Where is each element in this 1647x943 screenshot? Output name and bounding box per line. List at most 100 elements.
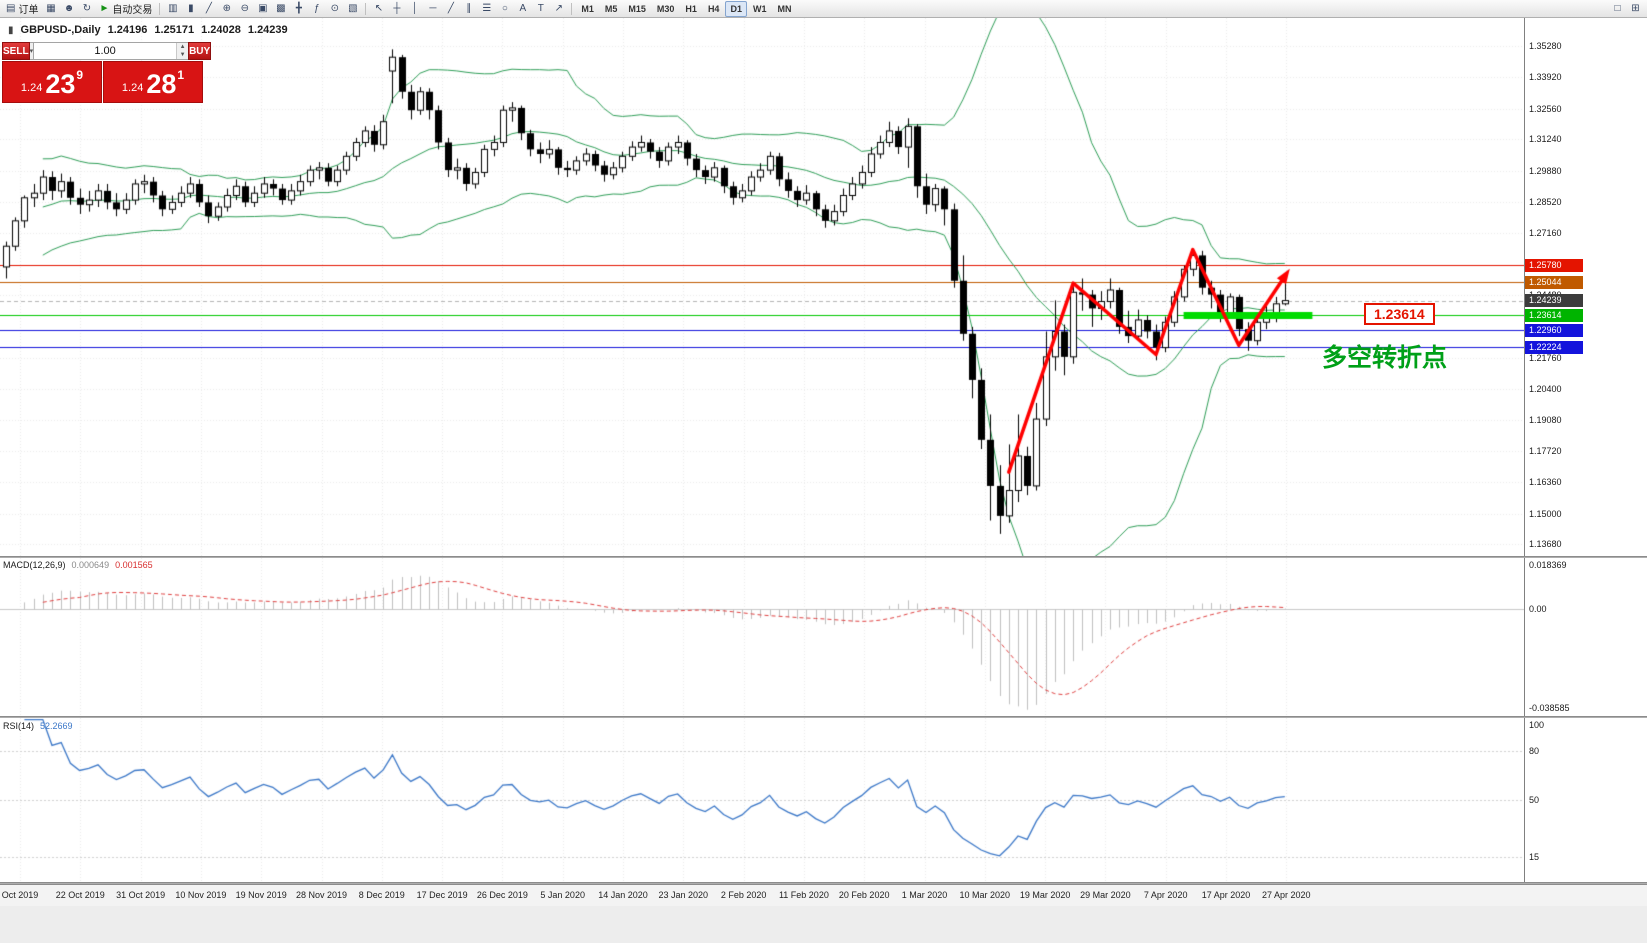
zoom-out-button[interactable]: ⊖ xyxy=(236,1,253,17)
candlestick-button[interactable]: ▮ xyxy=(182,1,199,17)
date-label: 29 Mar 2020 xyxy=(1080,890,1131,900)
chart-window-icon: ▦ xyxy=(46,2,56,14)
vertical-line-icon: │ xyxy=(411,2,418,14)
price-tick-label: 1.17720 xyxy=(1529,445,1562,456)
cursor-button[interactable]: ↖ xyxy=(370,1,387,17)
rsi-panel-canvas[interactable] xyxy=(0,718,1524,882)
vertical-line-button[interactable]: │ xyxy=(406,1,423,17)
text-button[interactable]: A xyxy=(514,1,531,17)
auto-trading-button[interactable]: ► 自动交易 xyxy=(96,1,155,17)
ellipse-button[interactable]: ○ xyxy=(496,1,513,17)
ellipse-icon: ○ xyxy=(501,2,508,14)
refresh-button[interactable]: ↻ xyxy=(78,1,95,17)
date-label: 10 Mar 2020 xyxy=(959,890,1011,900)
panel-separator[interactable] xyxy=(0,556,1647,558)
arrow-button[interactable]: ↗ xyxy=(550,1,567,17)
timeframe-m1[interactable]: M1 xyxy=(581,3,594,14)
buy-price-sup: 1 xyxy=(177,68,185,82)
rsi-value: 52.2669 xyxy=(40,721,73,731)
sell-price-sup: 9 xyxy=(76,68,84,82)
date-label: 17 Dec 2019 xyxy=(416,890,468,900)
macd-main-value: 0.000649 xyxy=(71,560,110,570)
macd-name: MACD(12,26,9) xyxy=(3,560,66,570)
label-button[interactable]: T xyxy=(532,1,549,17)
timeframe-h4[interactable]: H4 xyxy=(707,3,720,14)
price-tag: 1.23614 xyxy=(1525,308,1583,322)
volume-input[interactable] xyxy=(34,43,177,59)
date-label: 7 Apr 2020 xyxy=(1143,890,1188,900)
macd-signal-value: 0.001565 xyxy=(115,560,153,570)
one-click-trading-panel: SELL ▾ ▲ ▼ BUY 1.24 23 9 1.24 28 1 xyxy=(2,42,212,103)
date-label: 28 Nov 2019 xyxy=(295,890,348,900)
panel-separator[interactable] xyxy=(0,882,1647,884)
turning-point-note[interactable]: 多空转折点 xyxy=(1322,344,1448,372)
price-tag: 1.22960 xyxy=(1525,323,1583,337)
text-icon: A xyxy=(519,2,527,14)
volume-dropdown[interactable]: ▾ xyxy=(29,42,35,60)
line-chart-button[interactable]: ╱ xyxy=(200,1,217,17)
grid-button[interactable]: ╋ xyxy=(290,1,307,17)
macd-panel-canvas[interactable] xyxy=(0,558,1524,716)
price-tag: 1.25044 xyxy=(1525,275,1583,289)
timeframe-d1[interactable]: D1 xyxy=(725,0,747,17)
fibonacci-button[interactable]: ☰ xyxy=(478,1,495,17)
sell-button[interactable]: SELL xyxy=(2,42,30,60)
profile-button[interactable]: ☻ xyxy=(60,1,77,17)
timeframe-m30[interactable]: M30 xyxy=(656,3,675,14)
magnifier-button[interactable]: ⊞ xyxy=(1627,1,1644,17)
sell-price-tile[interactable]: 1.24 23 9 xyxy=(2,61,102,103)
price-tick-label: 1.27160 xyxy=(1529,228,1562,239)
buy-button[interactable]: BUY xyxy=(188,42,212,60)
cursor-icon: ↖ xyxy=(374,2,384,14)
arrow-icon: ↗ xyxy=(554,2,564,14)
timeframe-m5[interactable]: M5 xyxy=(604,3,618,14)
macd-label: MACD(12,26,9) 0.000649 0.001565 xyxy=(3,560,153,570)
zoom-in-button[interactable]: ⊕ xyxy=(218,1,235,17)
chart-window-button[interactable]: ▦ xyxy=(42,1,59,17)
main-chart-canvas[interactable] xyxy=(0,18,1524,556)
rsi-tick-label: 50 xyxy=(1529,795,1540,805)
price-tag: 1.22224 xyxy=(1525,340,1583,354)
price-level-callout[interactable]: 1.23614 xyxy=(1364,303,1435,325)
trendline-button[interactable]: ╱ xyxy=(442,1,459,17)
toolbar-separator xyxy=(365,2,367,15)
periods-button[interactable]: ⊙ xyxy=(326,1,343,17)
rsi-name: RSI(14) xyxy=(3,721,35,731)
volume-down-button[interactable]: ▼ xyxy=(177,51,189,59)
price-tick-label: 1.21760 xyxy=(1529,352,1562,363)
tile-windows-button[interactable]: ▣ xyxy=(254,1,271,17)
price-tick-label: 1.35280 xyxy=(1529,41,1562,52)
date-label: 22 Oct 2019 xyxy=(55,890,105,900)
timeframe-h1[interactable]: H1 xyxy=(685,3,697,14)
new-order-icon: ▤ xyxy=(6,2,16,14)
timeframe-w1[interactable]: W1 xyxy=(752,3,767,14)
indicators-button[interactable]: ƒ xyxy=(308,1,325,17)
rsi-tick-label: 100 xyxy=(1529,720,1545,730)
volume-up-button[interactable]: ▲ xyxy=(177,43,189,51)
buy-price-prefix: 1.24 xyxy=(121,82,144,94)
timeframe-mn[interactable]: MN xyxy=(777,3,792,14)
toolbar-button-label: 订单 xyxy=(18,5,39,16)
date-label: 8 Dec 2019 xyxy=(358,890,405,900)
price-tick-label: 1.31240 xyxy=(1529,134,1562,145)
date-label: 19 Nov 2019 xyxy=(235,890,287,900)
bar-chart-button[interactable]: ▥ xyxy=(164,1,181,17)
zoom-in-icon: ⊕ xyxy=(222,2,232,14)
macd-tick-label: -0.038585 xyxy=(1529,703,1570,713)
window-icon: □ xyxy=(1614,2,1621,14)
crosshair-button[interactable]: ┼ xyxy=(388,1,405,17)
channel-button[interactable]: ∥ xyxy=(460,1,477,17)
auto-arrange-button[interactable]: ▩ xyxy=(272,1,289,17)
horizontal-line-button[interactable]: ─ xyxy=(424,1,441,17)
fibonacci-icon: ☰ xyxy=(482,2,492,14)
toolbar-separator xyxy=(159,2,161,15)
timeframe-m15[interactable]: M15 xyxy=(628,3,646,14)
panel-separator[interactable] xyxy=(0,716,1647,718)
bar-chart-icon: ▥ xyxy=(168,2,178,14)
buy-price-tile[interactable]: 1.24 28 1 xyxy=(103,61,203,103)
symbol-period-label: GBPUSD-,Daily xyxy=(20,24,101,36)
window-button[interactable]: □ xyxy=(1609,1,1626,17)
new-order-button[interactable]: ▤ 订单 xyxy=(3,1,41,17)
time-axis[interactable] xyxy=(0,884,1647,906)
templates-button[interactable]: ▧ xyxy=(344,1,361,17)
